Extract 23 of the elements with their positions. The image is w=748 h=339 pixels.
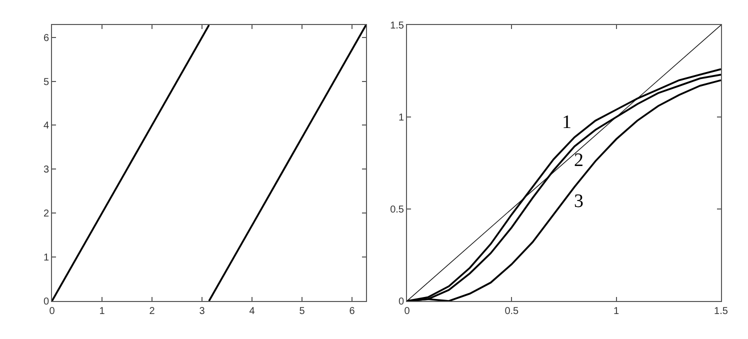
y-tick-label: 0.5 bbox=[390, 204, 404, 216]
x-tick-label: 3 bbox=[199, 306, 206, 317]
y-tick-label: 6 bbox=[43, 32, 50, 44]
series-label: 3 bbox=[574, 191, 584, 212]
x-tick-label: 2 bbox=[149, 306, 156, 317]
y-tick-label: 1 bbox=[398, 112, 404, 124]
x-tick-label: 6 bbox=[349, 306, 356, 317]
y-tick-label: 5 bbox=[43, 76, 50, 88]
x-tick-label: 1 bbox=[99, 306, 106, 317]
x-tick-label: 1 bbox=[614, 306, 620, 317]
y-tick-label: 0 bbox=[43, 296, 50, 308]
y-tick-label: 0 bbox=[398, 296, 404, 308]
series-label: 2 bbox=[574, 150, 584, 171]
x-tick-label: 4 bbox=[249, 306, 256, 317]
y-tick-label: 4 bbox=[43, 120, 50, 132]
x-tick-label: 0.5 bbox=[504, 306, 520, 317]
x-tick-label: 5 bbox=[299, 306, 306, 317]
series-label: 1 bbox=[562, 112, 572, 133]
y-tick-label: 1.5 bbox=[390, 20, 404, 32]
y-tick-label: 3 bbox=[43, 164, 50, 176]
y-tick-label: 2 bbox=[43, 208, 50, 220]
y-tick-label: 1 bbox=[43, 252, 50, 264]
x-tick-label: 1.5 bbox=[714, 306, 728, 317]
